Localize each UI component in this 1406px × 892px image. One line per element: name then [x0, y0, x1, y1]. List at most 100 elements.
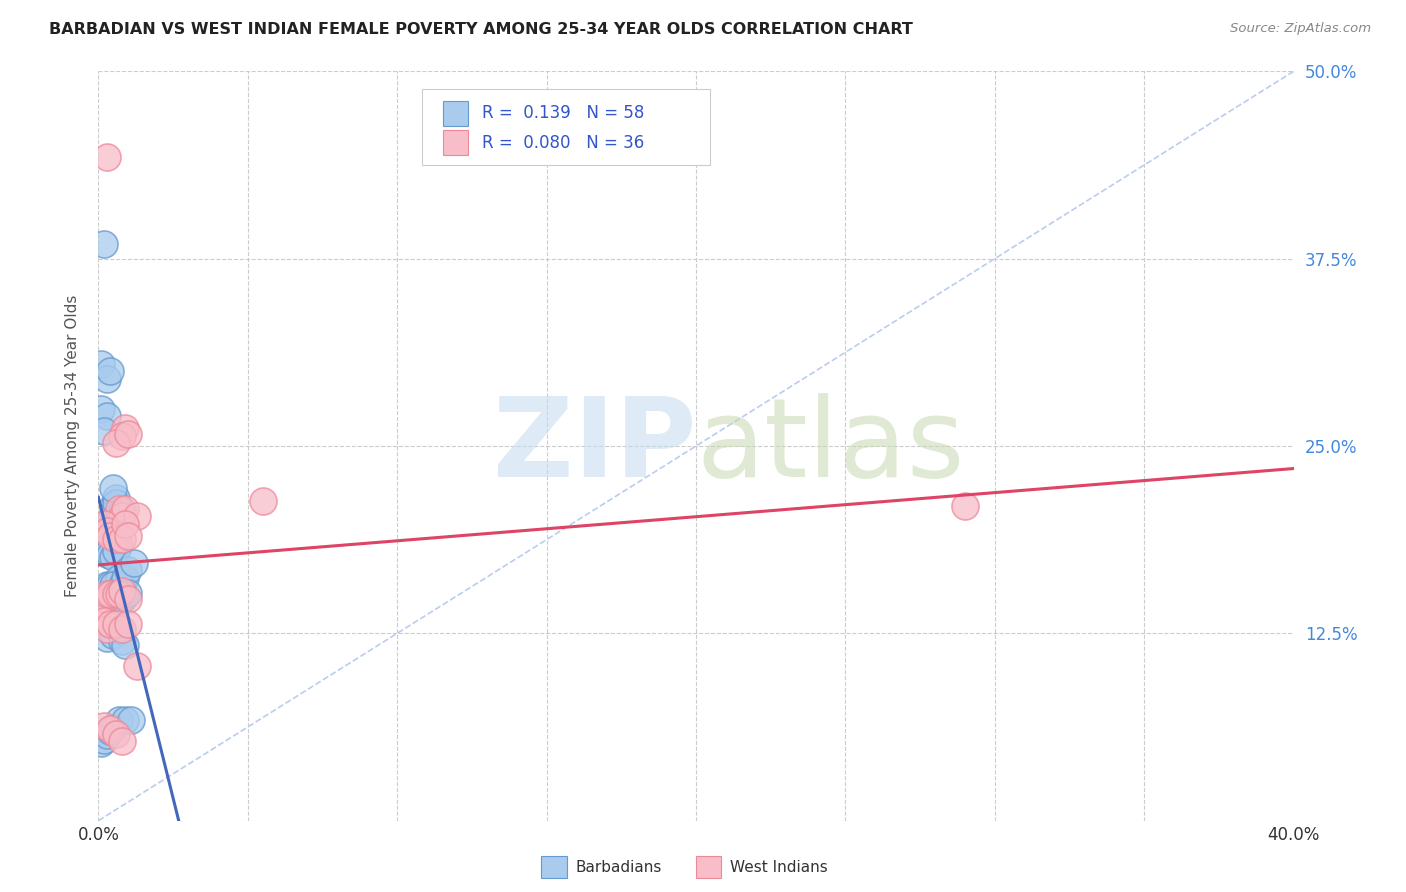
Point	[93, 591, 115, 606]
Point	[98, 617, 122, 632]
Point	[111, 509, 134, 524]
Point	[98, 518, 122, 533]
Point	[98, 578, 122, 592]
Point	[93, 732, 115, 747]
Point	[120, 713, 142, 727]
Text: atlas: atlas	[696, 392, 965, 500]
Point	[96, 150, 118, 164]
Point	[105, 532, 128, 546]
Point	[108, 624, 131, 638]
Point	[114, 638, 136, 652]
Point	[108, 502, 131, 516]
Point	[96, 578, 118, 592]
Text: Barbadians: Barbadians	[575, 860, 661, 874]
Point	[105, 544, 128, 558]
Point	[98, 587, 122, 601]
Point	[117, 427, 139, 442]
Text: ZIP: ZIP	[492, 392, 696, 500]
Point	[103, 589, 125, 603]
Point	[96, 533, 118, 548]
Point	[103, 499, 125, 513]
Point	[103, 507, 125, 521]
Point	[103, 549, 125, 564]
Point	[114, 589, 136, 603]
Point	[114, 713, 136, 727]
Point	[103, 536, 125, 550]
Point	[953, 499, 976, 513]
Point	[103, 520, 125, 534]
Point	[96, 371, 118, 385]
Point	[98, 529, 122, 543]
Point	[108, 538, 131, 552]
Point	[117, 529, 139, 543]
Point	[96, 728, 118, 742]
Point	[117, 591, 139, 606]
Point	[252, 494, 274, 508]
Point	[105, 540, 128, 554]
Point	[105, 587, 128, 601]
Point	[96, 631, 118, 645]
Point	[114, 502, 136, 516]
Point	[124, 556, 146, 570]
Point	[93, 540, 115, 554]
Point	[103, 721, 125, 735]
Point	[103, 481, 125, 495]
Point	[111, 584, 134, 599]
Point	[96, 622, 118, 636]
Point	[105, 589, 128, 603]
Point	[117, 563, 139, 577]
Point	[105, 496, 128, 510]
Point	[93, 516, 115, 531]
Point	[108, 571, 131, 585]
Point	[105, 518, 128, 533]
Point	[111, 633, 134, 648]
Point	[98, 541, 122, 555]
Y-axis label: Female Poverty Among 25-34 Year Olds: Female Poverty Among 25-34 Year Olds	[65, 295, 80, 597]
Point	[114, 421, 136, 435]
Point	[103, 578, 125, 592]
Point	[93, 719, 115, 733]
Point	[96, 409, 118, 423]
Point	[93, 236, 115, 251]
Text: West Indians: West Indians	[730, 860, 828, 874]
Point	[96, 524, 118, 539]
Point	[90, 401, 112, 416]
Text: R =  0.139   N = 58: R = 0.139 N = 58	[482, 104, 644, 122]
Point	[105, 436, 128, 450]
Point	[127, 659, 149, 673]
Point	[111, 532, 134, 546]
Point	[105, 617, 128, 632]
Point	[98, 549, 122, 563]
Point	[98, 593, 122, 607]
Point	[105, 727, 128, 741]
Point	[105, 491, 128, 506]
Point	[127, 509, 149, 524]
Point	[108, 509, 131, 524]
Point	[114, 516, 136, 531]
Point	[98, 514, 122, 528]
Text: Source: ZipAtlas.com: Source: ZipAtlas.com	[1230, 22, 1371, 36]
Point	[108, 713, 131, 727]
Point	[98, 364, 122, 378]
Point	[111, 428, 134, 442]
Point	[90, 736, 112, 750]
Point	[111, 734, 134, 748]
Text: BARBADIAN VS WEST INDIAN FEMALE POVERTY AMONG 25-34 YEAR OLDS CORRELATION CHART: BARBADIAN VS WEST INDIAN FEMALE POVERTY …	[49, 22, 912, 37]
Point	[117, 617, 139, 632]
Point	[98, 723, 122, 738]
Point	[108, 511, 131, 525]
Point	[111, 503, 134, 517]
Point	[98, 723, 122, 737]
Point	[111, 593, 134, 607]
Point	[96, 587, 118, 601]
Point	[96, 516, 118, 531]
Text: R =  0.080   N = 36: R = 0.080 N = 36	[482, 134, 644, 152]
Point	[90, 357, 112, 371]
Point	[103, 628, 125, 642]
Point	[111, 622, 134, 636]
Point	[96, 547, 118, 561]
Point	[117, 586, 139, 600]
Point	[108, 587, 131, 601]
Point	[108, 589, 131, 603]
Point	[93, 424, 115, 438]
